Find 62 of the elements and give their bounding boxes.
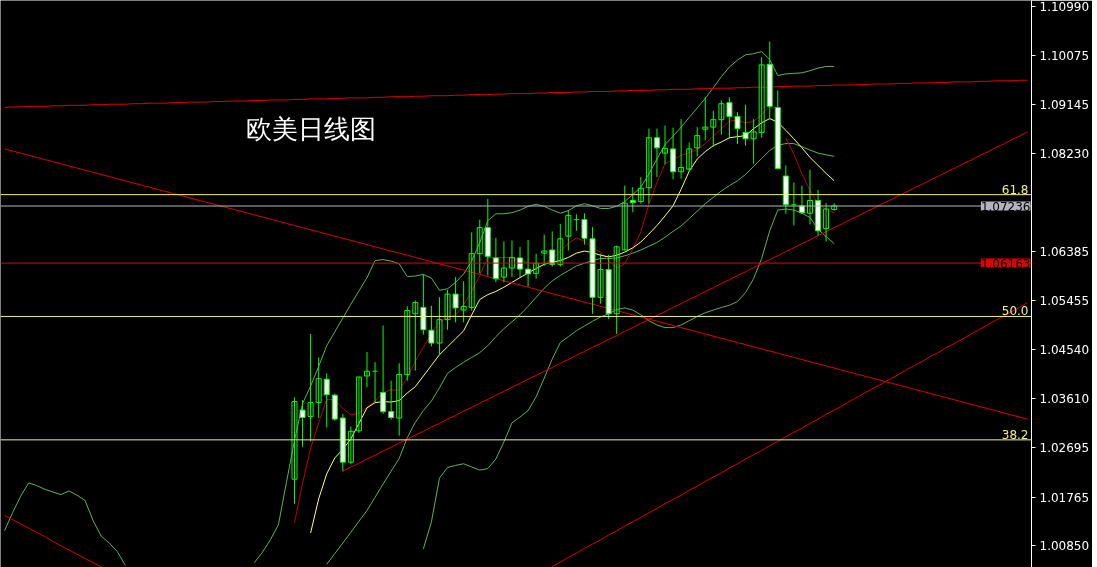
candlestick [549,230,556,267]
candlestick [404,305,411,382]
candlestick [468,231,475,312]
candlestick [476,219,483,274]
candlestick [637,176,644,205]
candlestick [686,142,693,172]
ref-line-label: 1.06163 [980,256,1031,271]
candlestick [508,239,515,278]
line-series [326,143,835,565]
candlestick [621,185,628,251]
candlestick [694,126,701,157]
candlestick [678,118,685,180]
candlestick [380,324,387,415]
annotation: 61.8 [1001,182,1029,197]
candlestick [500,240,507,283]
text: 欧美日线图 [245,113,376,144]
candlestick [372,361,379,403]
candlestick [355,376,362,434]
candlestick [710,110,717,148]
candlestick [396,362,403,437]
y-tick-label: 1.02695 [1039,441,1090,456]
y-tick-label: 1.09145 [1039,97,1090,112]
candlestick [420,273,427,336]
candlestick [807,169,813,225]
candlestick [758,56,765,139]
candlestick [557,223,564,267]
candlestick [565,209,572,251]
candlestick [315,356,322,419]
candlestick [541,234,548,267]
candlestick [363,351,370,388]
line-series [4,79,1028,108]
candlestick [629,186,636,213]
y-tick-label: 1.10075 [1039,48,1090,63]
line-series [4,514,102,567]
candlestick [823,202,830,242]
annotation: 38.2 [1001,427,1029,442]
candlestick [581,212,588,246]
candlestick [331,393,338,422]
candlestick [613,245,620,335]
candlestick [525,239,532,288]
candlestick [323,372,330,429]
ref-line-label: 1.07236 [980,199,1031,214]
y-tick-label: 1.05455 [1039,294,1090,309]
y-tick-label: 1.04540 [1039,342,1090,357]
y-tick-label: 1.03610 [1039,392,1090,407]
y-tick-label: 1.08230 [1039,146,1090,161]
candlestick [790,181,797,226]
candlestick [573,213,580,232]
candlestick [533,253,540,280]
candlestick [702,96,709,141]
candlestick [412,299,419,372]
candlestick [662,125,669,165]
candlestick [347,426,354,465]
candlestick [388,380,395,421]
y-tick-label: 1.00850 [1039,539,1090,554]
y-tick-label: 1.10990 [1039,0,1090,14]
candlestick [670,127,677,180]
y-tick-label: 1.01765 [1039,490,1090,505]
candlestick [645,128,652,205]
y-tick-label: 1.06385 [1039,244,1090,259]
candlestick [492,237,499,283]
candlestick [653,128,660,178]
